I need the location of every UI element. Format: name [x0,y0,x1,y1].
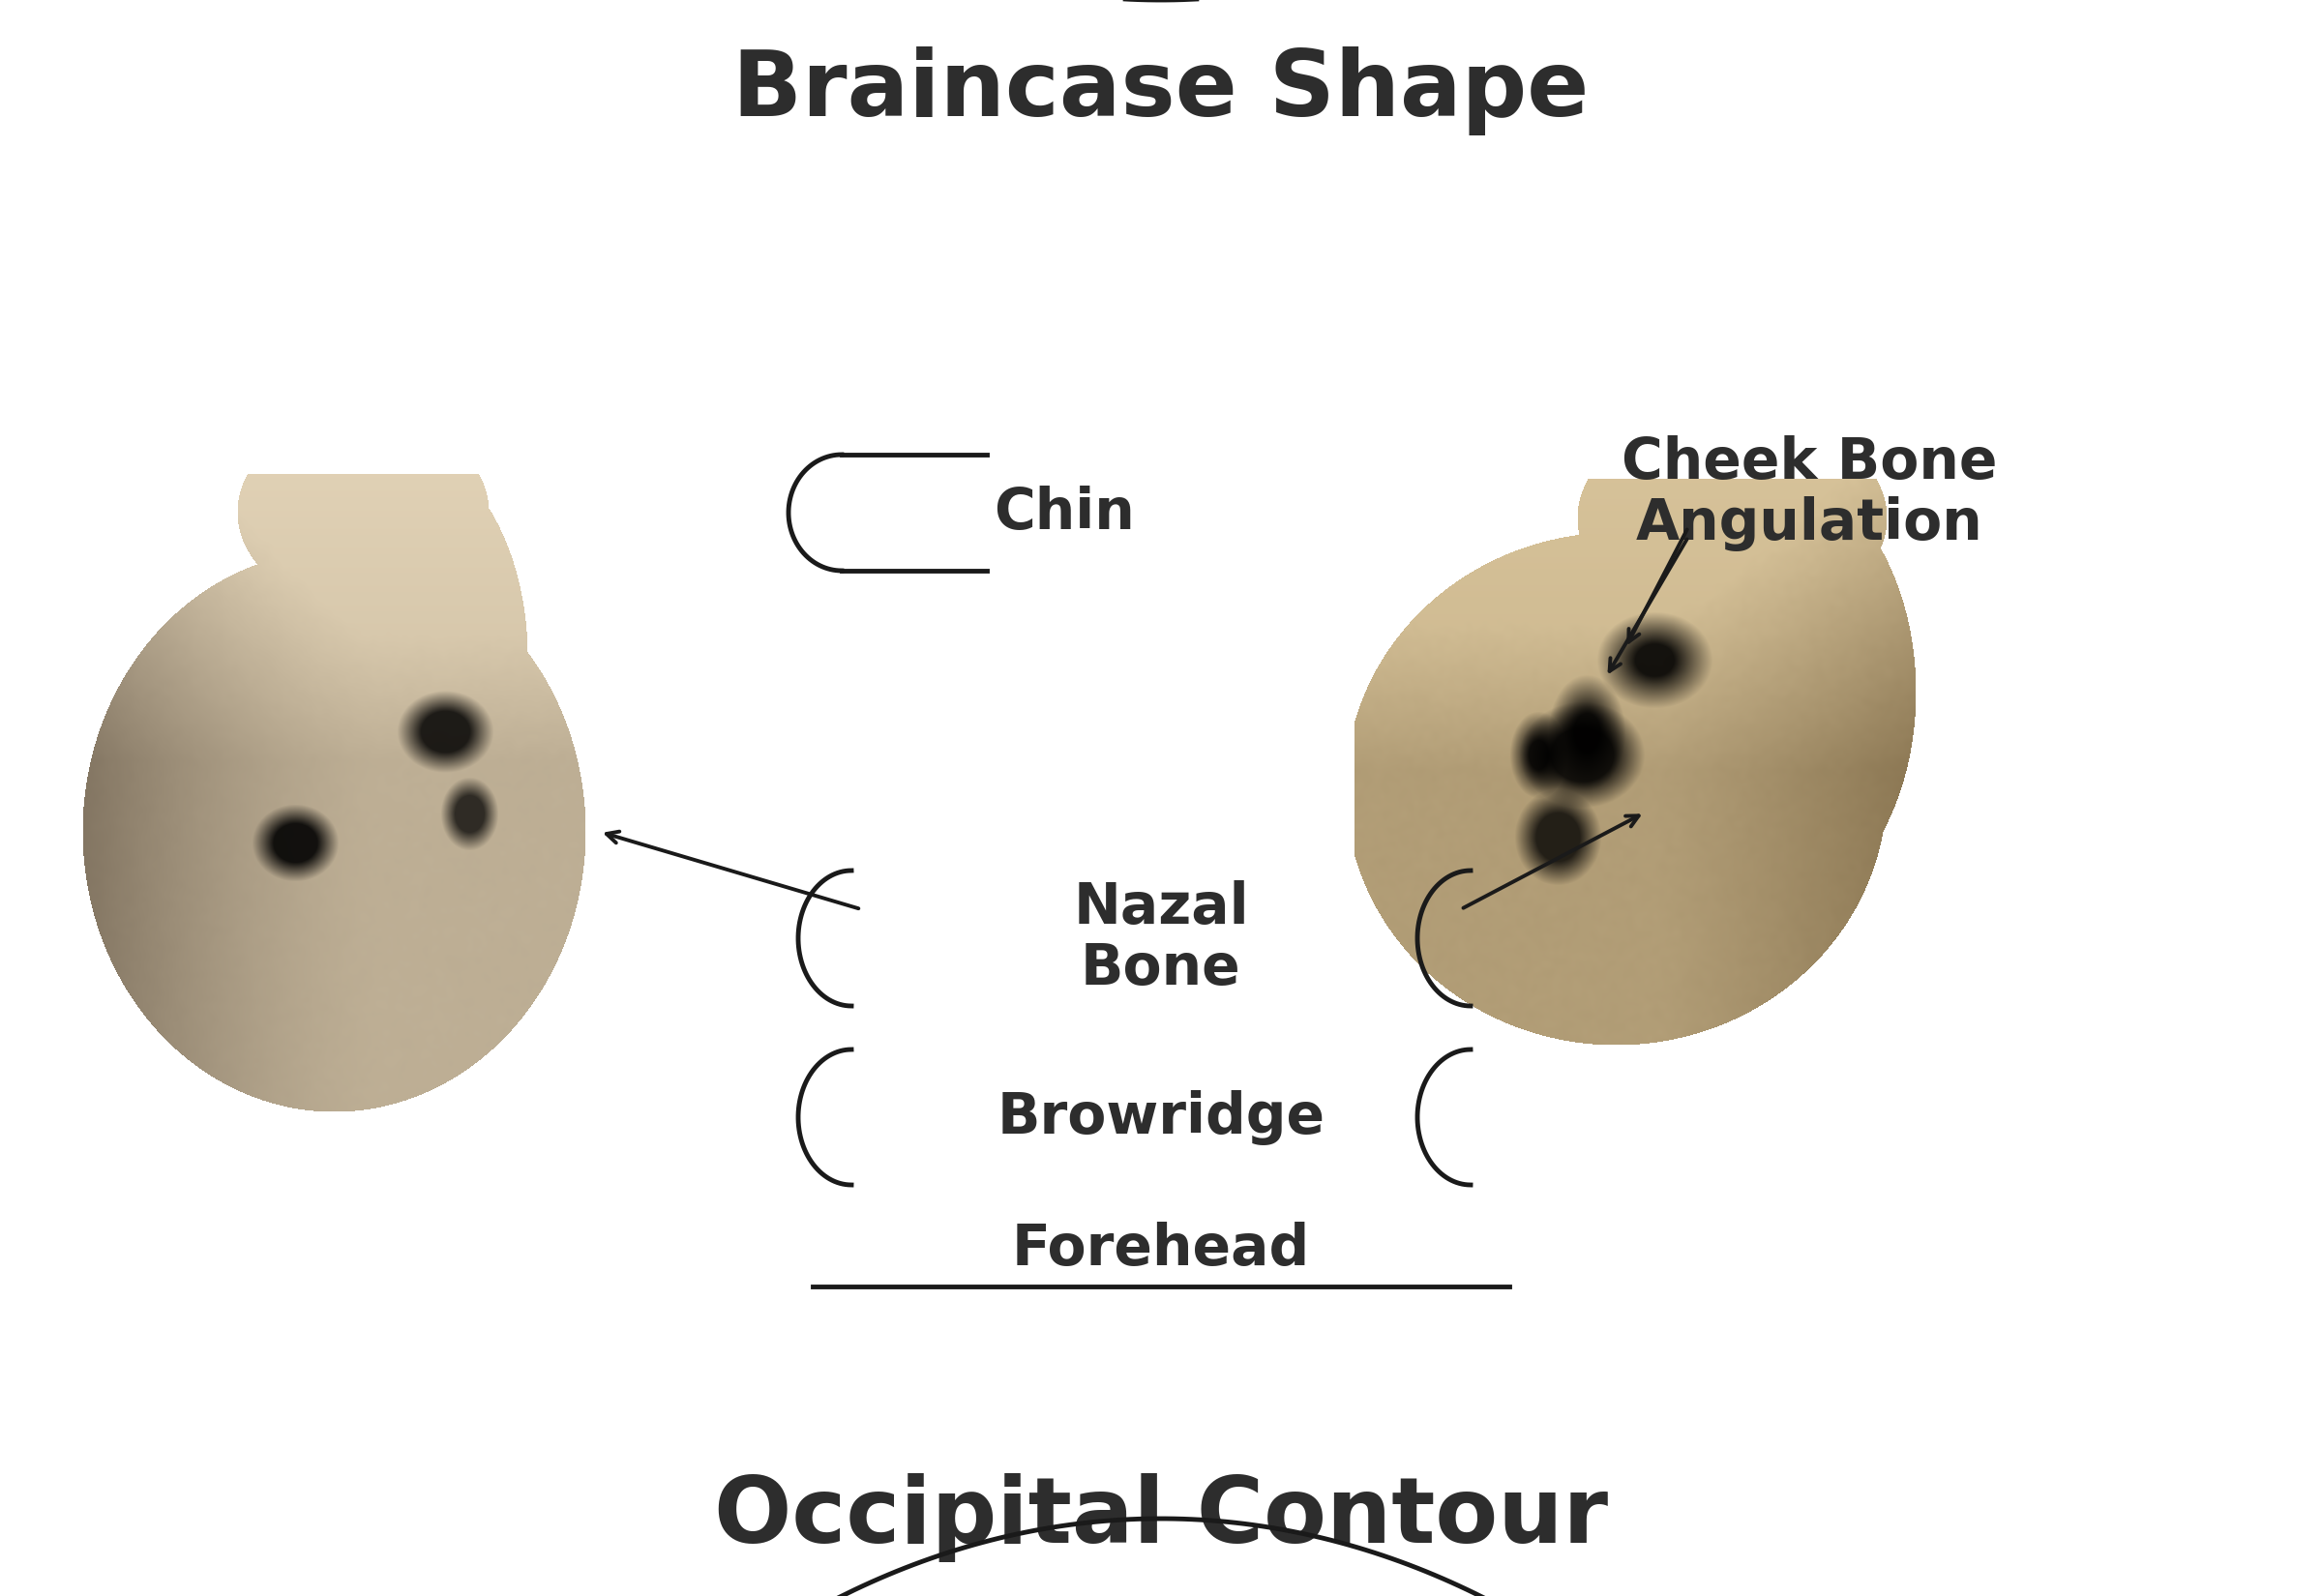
Text: Forehead: Forehead [1012,1221,1310,1277]
Text: Chin: Chin [994,485,1135,539]
Text: Occipital Contour: Occipital Contour [713,1473,1609,1562]
Text: Cheek Bone
Angulation: Cheek Bone Angulation [1621,434,1997,552]
Text: Nazal
Bone: Nazal Bone [1073,879,1249,996]
Text: Braincase Shape: Braincase Shape [734,46,1588,136]
Text: Browridge: Browridge [996,1090,1326,1144]
